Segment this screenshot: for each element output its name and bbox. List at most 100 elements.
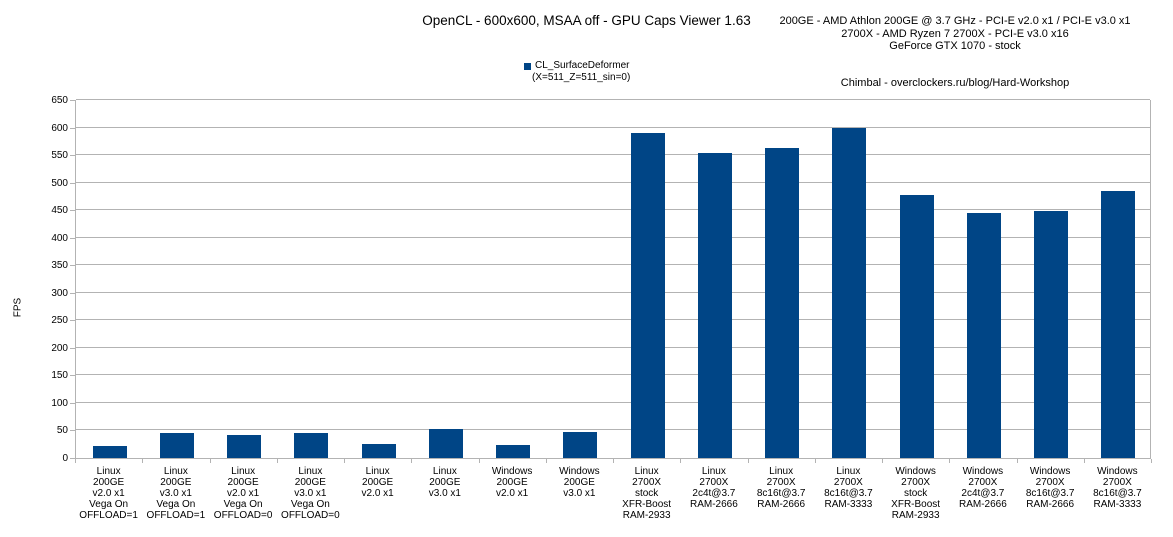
x-category-label-line: Linux xyxy=(836,466,861,477)
x-category-label-line: RAM-2666 xyxy=(689,499,738,510)
y-tick-label-400: 400 xyxy=(51,232,68,244)
x-category-label-line: Linux xyxy=(231,466,256,477)
x-category-label-line: 2700X xyxy=(968,477,998,488)
gridline-500 xyxy=(76,181,1150,183)
y-tick-mark xyxy=(70,402,75,404)
gridline-600 xyxy=(76,126,1150,128)
x-category-label-line: Linux xyxy=(96,466,121,477)
y-tick-label-550: 550 xyxy=(51,150,68,162)
x-category-label-line: Linux xyxy=(769,466,794,477)
y-tick-mark xyxy=(70,458,75,459)
y-axis-title: FPS xyxy=(12,297,24,318)
system-info: 200GE - AMD Athlon 200GE @ 3.7 GHz - PCI… xyxy=(765,15,1145,53)
bar-9 xyxy=(630,133,665,458)
bar-11 xyxy=(765,148,800,458)
bar-15 xyxy=(1034,211,1069,458)
legend-series-marker-icon xyxy=(524,62,531,70)
gridline-450 xyxy=(76,209,1150,211)
y-tick-mark xyxy=(70,100,75,101)
y-tick-label-300: 300 xyxy=(51,287,68,299)
bar-2 xyxy=(159,433,194,458)
x-category-label-line: Linux xyxy=(365,466,390,477)
x-category-label-line: RAM-2666 xyxy=(1026,499,1075,510)
plot-area xyxy=(75,99,1151,459)
gridline-100 xyxy=(76,401,1150,403)
gridline-150 xyxy=(76,374,1150,376)
system-info-line: GeForce GTX 1070 - stock xyxy=(889,40,1021,52)
x-category-label-line: XFR-Boost xyxy=(891,499,941,510)
x-category-label-line: 2700X xyxy=(833,477,863,488)
x-category-label-line: v2.0 x1 xyxy=(227,488,260,499)
gridline-300 xyxy=(76,291,1150,293)
bar-8 xyxy=(563,432,598,458)
x-category-label-13: Windows 2700X stock XFR-Boost RAM-2933 xyxy=(882,466,949,521)
x-category-label-11: Linux 2700X 8c16t@3.7 RAM-2666 xyxy=(748,466,815,510)
x-category-label-line: Linux xyxy=(634,466,659,477)
bar-10 xyxy=(697,153,732,458)
y-tick-mark xyxy=(70,265,75,267)
x-category-label-line: 2700X xyxy=(1102,477,1132,488)
x-tick-mark xyxy=(1016,459,1018,463)
y-tick-mark xyxy=(70,127,75,129)
x-tick-mark xyxy=(747,459,749,463)
y-tick-label-100: 100 xyxy=(51,397,68,409)
x-tick-mark xyxy=(276,459,278,463)
x-category-label-16: Windows 2700X 8c16t@3.7 RAM-3333 xyxy=(1084,466,1151,510)
x-category-label-line: Windows xyxy=(491,466,533,477)
x-tick-mark xyxy=(478,459,480,463)
x-category-label-line: RAM-2933 xyxy=(622,510,671,521)
y-tick-mark xyxy=(70,182,75,184)
x-category-label-12: Linux 2700X 8c16t@3.7 RAM-3333 xyxy=(815,466,882,510)
x-tick-mark xyxy=(209,459,211,463)
y-tick-label-200: 200 xyxy=(51,342,68,354)
x-category-label-line: 200GE xyxy=(294,477,326,488)
x-category-label-line: 2700X xyxy=(901,477,931,488)
x-category-label-line: v3.0 x1 xyxy=(294,488,327,499)
x-category-label-line: RAM-2666 xyxy=(958,499,1007,510)
x-category-label-6: Linux 200GE v3.0 x1 xyxy=(411,466,478,499)
gridline-400 xyxy=(76,236,1150,238)
bar-1 xyxy=(92,446,127,458)
x-category-label-line: Windows xyxy=(962,466,1004,477)
x-category-label-line: 200GE xyxy=(429,477,461,488)
x-category-label-line: RAM-3333 xyxy=(1093,499,1142,510)
gridline-50 xyxy=(76,429,1150,431)
y-tick-label-150: 150 xyxy=(51,370,68,382)
x-category-label-line: 8c16t@3.7 xyxy=(1025,488,1075,499)
x-category-label-7: Windows 200GE v2.0 x1 xyxy=(479,466,546,499)
system-info-line: 2700X - AMD Ryzen 7 2700X - PCI-E v3.0 x… xyxy=(841,27,1069,40)
x-category-label-1: Linux 200GE v2.0 x1 Vega On OFFLOAD=1 xyxy=(75,466,142,521)
x-category-label-line: 200GE xyxy=(362,477,394,488)
y-tick-mark xyxy=(70,430,75,432)
x-category-label-10: Linux 2700X 2c4t@3.7 RAM-2666 xyxy=(680,466,747,510)
gridline-650 xyxy=(76,99,1150,100)
x-category-label-line: Vega On xyxy=(89,499,129,510)
x-category-label-8: Windows 200GE v3.0 x1 xyxy=(546,466,613,499)
x-category-label-5: Linux 200GE v2.0 x1 xyxy=(344,466,411,499)
chart-title: OpenCL - 600x600, MSAA off - GPU Caps Vi… xyxy=(422,13,751,28)
x-category-label-line: OFFLOAD=0 xyxy=(213,510,273,521)
bar-12 xyxy=(832,128,867,458)
x-category-label-line: v2.0 x1 xyxy=(361,488,394,499)
y-tick-label-500: 500 xyxy=(51,177,68,189)
y-tick-label-250: 250 xyxy=(51,315,68,327)
x-tick-mark xyxy=(545,459,547,463)
x-category-label-line: Vega On xyxy=(290,499,330,510)
x-category-label-line: Windows xyxy=(559,466,600,477)
x-category-label-line: 8c16t@3.7 xyxy=(756,488,806,499)
x-category-label-line: Windows xyxy=(1097,466,1138,477)
x-category-label-line: RAM-2933 xyxy=(891,510,940,521)
x-category-label-line: Linux xyxy=(163,466,188,477)
x-tick-mark xyxy=(411,459,413,463)
x-category-label-14: Windows 2700X 2c4t@3.7 RAM-2666 xyxy=(949,466,1016,510)
x-tick-mark xyxy=(882,459,883,463)
x-category-label-line: 200GE xyxy=(496,477,528,488)
x-tick-mark xyxy=(1083,459,1085,463)
bar-14 xyxy=(966,213,1001,458)
x-category-label-line: stock xyxy=(903,488,928,499)
x-tick-mark xyxy=(75,459,76,463)
x-category-label-line: RAM-2666 xyxy=(757,499,806,510)
chart-legend: CL_SurfaceDeformer (X=511_Z=511_sin=0) xyxy=(524,60,630,84)
x-category-label-line: 2c4t@3.7 xyxy=(961,488,1005,499)
x-category-label-line: v2.0 x1 xyxy=(92,488,125,499)
